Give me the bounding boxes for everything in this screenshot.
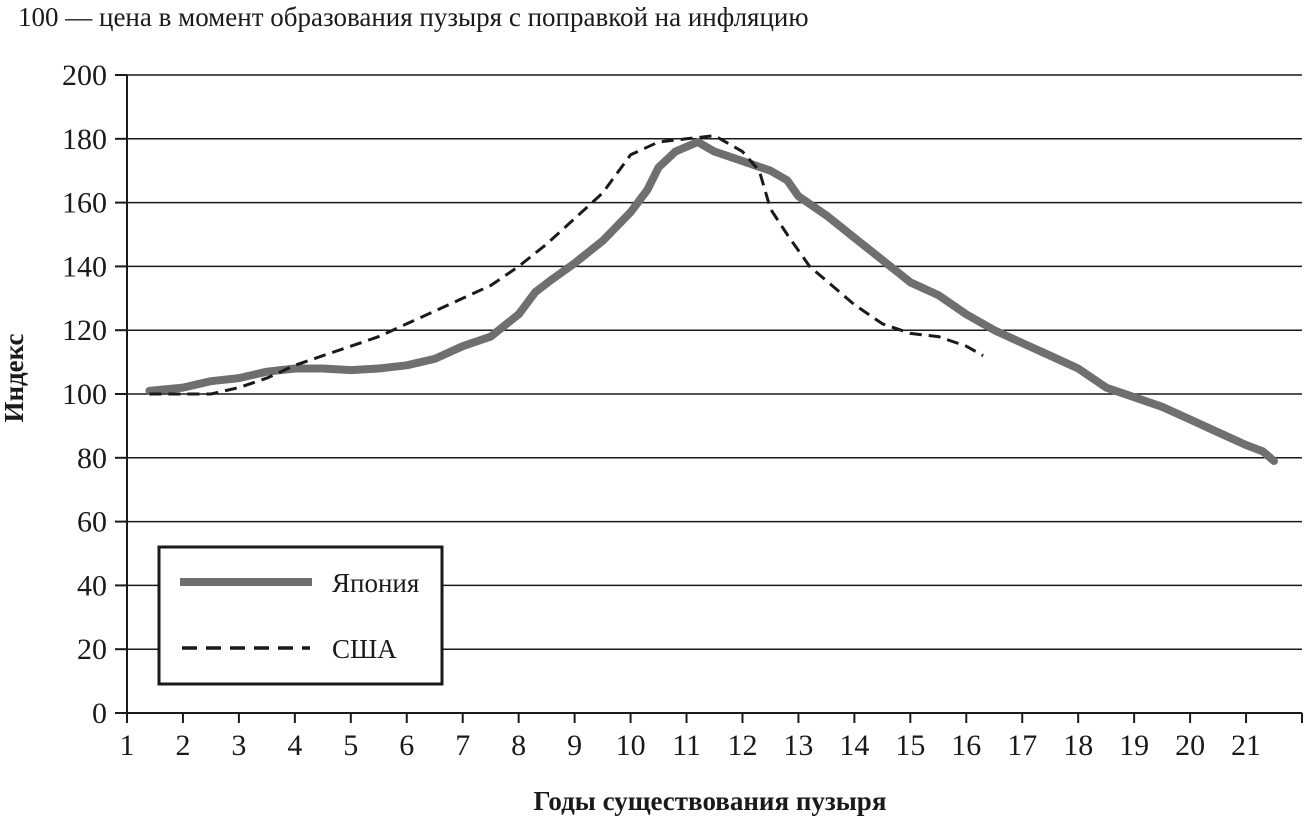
x-tick-label: 5: [343, 729, 358, 762]
series-line-japan: [145, 138, 1278, 465]
chart-subtitle: 100 — цена в момент образования пузыря с…: [18, 2, 809, 32]
y-tick-label: 20: [77, 633, 107, 666]
y-tick-label: 200: [62, 59, 107, 92]
x-axis-ticks: 1 2 3 4 5 6 7 8 9 10 11 12 13 14 15 16 17 18 19 20 21: [120, 713, 1303, 762]
y-tick-label: 0: [92, 697, 107, 730]
y-tick-label: 160: [62, 187, 107, 220]
x-tick-label: 4: [287, 729, 302, 762]
y-tick-label: 180: [62, 123, 107, 156]
x-tick-label: 2: [175, 729, 190, 762]
y-axis-title: Индекс: [0, 333, 29, 422]
y-tick-label: 60: [77, 506, 107, 539]
legend: Япония США: [157, 545, 444, 686]
legend-label-usa: США: [332, 634, 397, 664]
x-tick-label: 9: [567, 729, 582, 762]
legend-label-japan: Япония: [332, 568, 419, 598]
x-tick-label: 18: [1063, 729, 1093, 762]
y-axis-ticks: 0 20 40 60 80 100 120 140 160 180 200: [62, 59, 127, 730]
x-tick-label: 12: [727, 729, 757, 762]
x-tick-label: 21: [1231, 729, 1261, 762]
series-lines: [145, 134, 1278, 465]
x-tick-label: 1: [120, 729, 135, 762]
x-tick-label: 3: [231, 729, 246, 762]
y-tick-label: 140: [62, 250, 107, 283]
x-axis-title: Годы существования пузыря: [534, 786, 887, 816]
x-tick-label: 16: [951, 729, 981, 762]
x-tick-label: 19: [1119, 729, 1149, 762]
x-tick-label: 20: [1175, 729, 1205, 762]
x-tick-label: 14: [839, 729, 869, 762]
x-tick-label: 7: [455, 729, 470, 762]
series-line-usa: [149, 134, 984, 396]
y-tick-label: 100: [62, 378, 107, 411]
x-tick-label: 15: [895, 729, 925, 762]
x-tick-label: 13: [783, 729, 813, 762]
y-tick-label: 120: [62, 314, 107, 347]
x-tick-label: 10: [616, 729, 646, 762]
x-tick-label: 17: [1007, 729, 1037, 762]
x-tick-label: 8: [511, 729, 526, 762]
y-tick-label: 80: [77, 442, 107, 475]
legend-box: [157, 545, 444, 686]
y-tick-label: 40: [77, 569, 107, 602]
x-tick-label: 11: [672, 729, 701, 762]
x-tick-label: 6: [399, 729, 414, 762]
